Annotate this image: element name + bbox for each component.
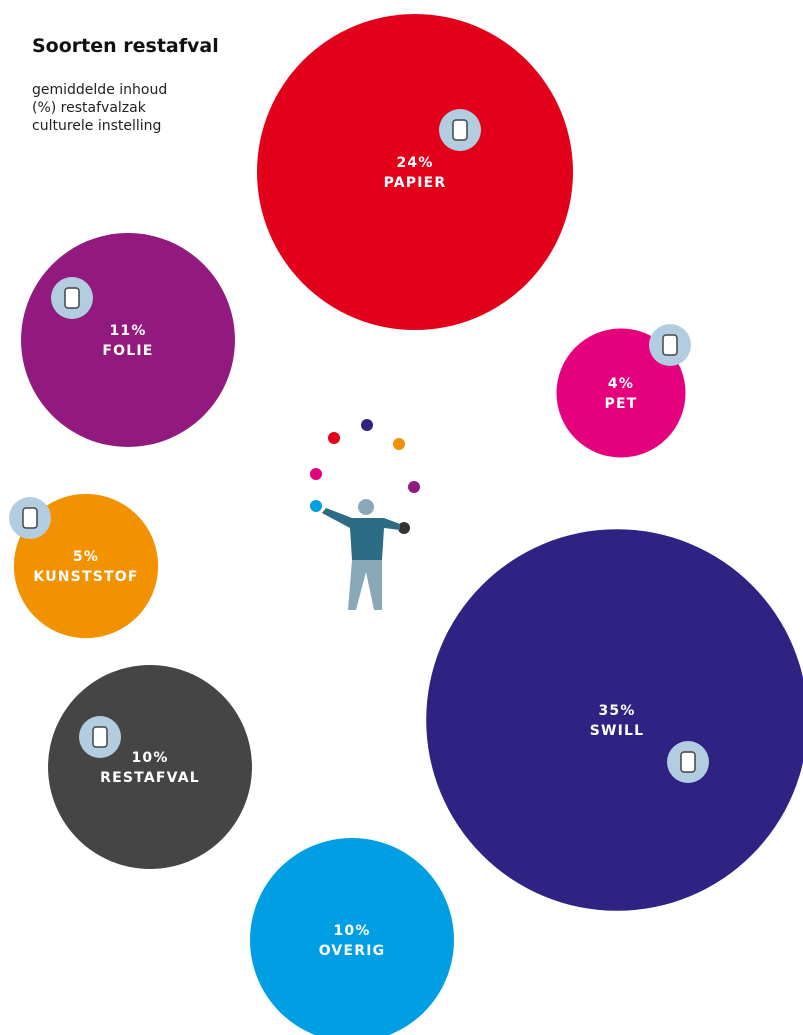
icon xyxy=(453,120,467,140)
icon xyxy=(663,335,677,355)
icon xyxy=(65,288,79,308)
value-label: 4% xyxy=(608,376,634,392)
juggler xyxy=(310,419,420,610)
bubble xyxy=(21,233,235,447)
value-label: 5% xyxy=(73,549,99,565)
subtitle-line: (%) restafvalzak xyxy=(32,100,147,116)
value-label: 10% xyxy=(131,750,168,766)
category-label: OVERIG xyxy=(319,943,386,959)
bubble xyxy=(48,665,252,869)
chart-title: Soorten restafval xyxy=(32,35,219,57)
subtitle-line: culturele instelling xyxy=(32,118,161,134)
bubble xyxy=(426,529,803,911)
subtitle: gemiddelde inhoud (%) restafvalzak culture… xyxy=(32,82,167,134)
icon xyxy=(23,508,37,528)
category-label: RESTAFVAL xyxy=(100,770,200,786)
value-label: 35% xyxy=(598,703,635,719)
category-label: KUNSTSTOF xyxy=(33,569,138,585)
value-label: 24% xyxy=(396,155,433,171)
icon xyxy=(681,752,695,772)
subtitle-line: gemiddelde inhoud xyxy=(32,82,167,98)
value-label: 11% xyxy=(109,323,146,339)
icon xyxy=(93,727,107,747)
category-label: PET xyxy=(605,396,638,412)
value-label: 10% xyxy=(333,923,370,939)
bubble xyxy=(257,14,573,330)
category-label: FOLIE xyxy=(102,343,153,359)
category-label: PAPIER xyxy=(384,175,447,191)
category-label: SWILL xyxy=(590,723,645,739)
chart: Soorten restafval gemiddelde inhoud (%) r… xyxy=(0,0,803,1035)
